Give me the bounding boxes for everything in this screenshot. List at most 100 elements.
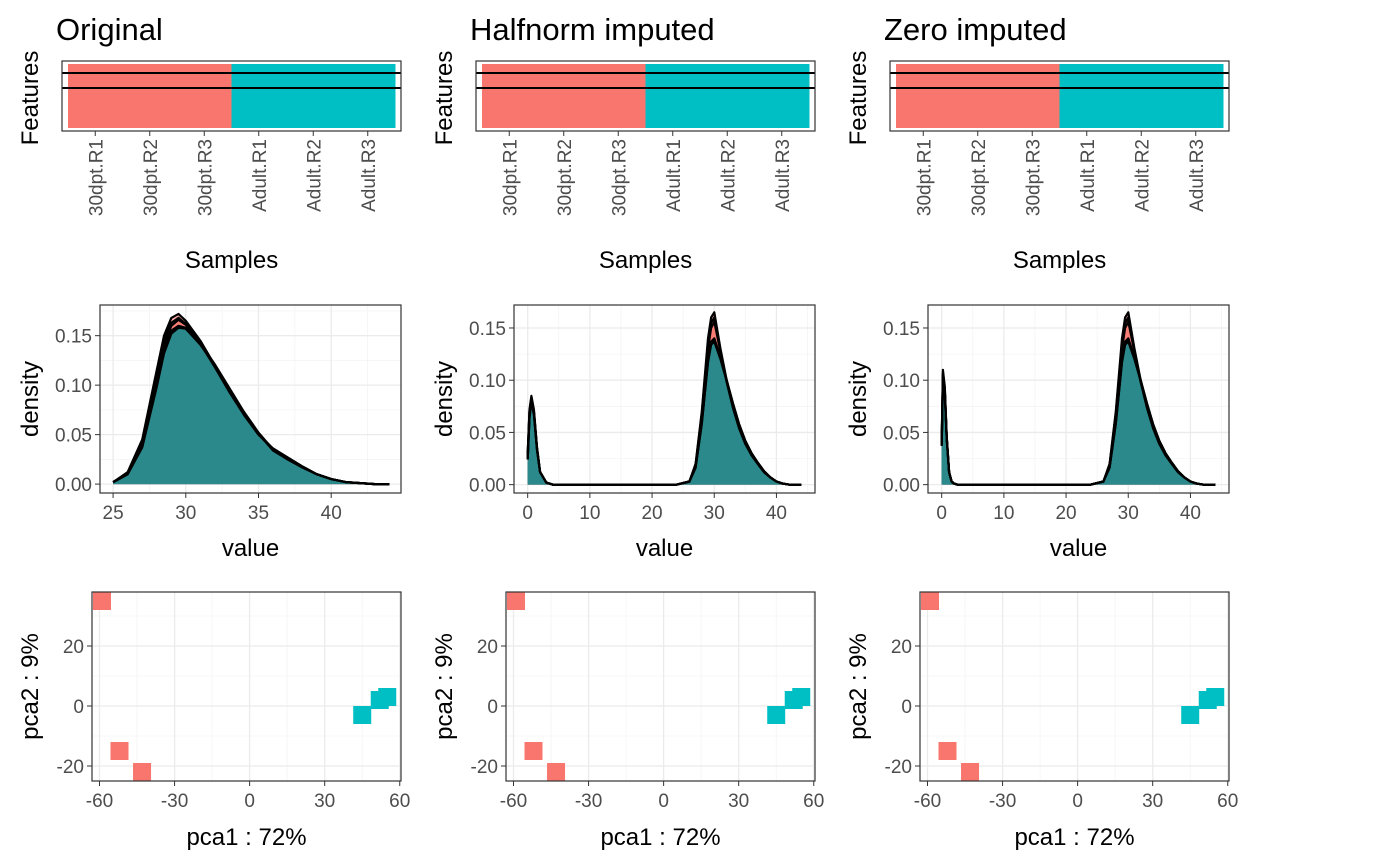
x-tick-label: 60 bbox=[803, 791, 824, 812]
density-area-30dpt bbox=[527, 321, 802, 485]
pca-point-Adult bbox=[792, 688, 811, 706]
heatmap-cell bbox=[700, 64, 755, 128]
x-axis-title: pca1 : 72% bbox=[1014, 824, 1134, 851]
y-axis-title: density bbox=[17, 361, 44, 437]
pca-panel-0: -60 -30 0 30 60 -20 0 20 pca1 : 72% pca2 : 9% bbox=[17, 591, 410, 851]
density-area-Adult bbox=[527, 338, 802, 485]
x-tick-label: 35 bbox=[248, 503, 269, 524]
heatmap-cell bbox=[1005, 64, 1060, 128]
x-tick-label: Adult.R1 bbox=[664, 139, 685, 212]
y-axis-title: Features bbox=[431, 51, 458, 146]
heatmap-cell bbox=[645, 64, 701, 128]
x-tick-label: -30 bbox=[989, 791, 1016, 812]
x-tick-label: -60 bbox=[500, 791, 527, 812]
density-panel-2: 0 10 20 30 40 0.00 0.05 0.10 0.15 value density bbox=[845, 304, 1230, 562]
x-tick-label: 10 bbox=[993, 503, 1014, 524]
x-axis-title: pca1 : 72% bbox=[186, 824, 306, 851]
x-axis-title: value bbox=[636, 535, 693, 562]
heatmap-cell bbox=[68, 64, 123, 128]
x-axis-title: value bbox=[222, 535, 279, 562]
panel-frame bbox=[919, 591, 1230, 782]
density-area-Adult bbox=[113, 326, 390, 485]
y-tick-label: 0.10 bbox=[883, 371, 920, 392]
y-axis-title: pca2 : 9% bbox=[431, 633, 458, 740]
pca-point-Adult bbox=[767, 706, 786, 724]
density-line-Adult bbox=[526, 337, 802, 486]
x-tick-label: 30 bbox=[704, 503, 725, 524]
heatmap-cell bbox=[591, 64, 646, 128]
x-tick-label: 60 bbox=[1217, 791, 1238, 812]
density-area-Adult bbox=[941, 338, 1216, 485]
density-area-30dpt bbox=[941, 321, 1216, 485]
density-area-Adult bbox=[527, 340, 802, 485]
x-tick-label: 10 bbox=[579, 503, 600, 524]
y-axis-title: pca2 : 9% bbox=[17, 633, 44, 740]
density-line-Adult bbox=[940, 337, 1216, 486]
x-tick-label: 30dpt.R1 bbox=[500, 139, 521, 216]
panel-title: Halfnorm imputed bbox=[470, 12, 715, 47]
heatmap-cell bbox=[1059, 64, 1115, 128]
x-tick-label: 30 bbox=[1118, 503, 1139, 524]
heatmap-cell bbox=[286, 64, 341, 128]
x-tick-label: 30dpt.R3 bbox=[1023, 139, 1044, 216]
density-area-30dpt bbox=[941, 317, 1216, 485]
x-tick-label: Adult.R3 bbox=[359, 139, 380, 212]
pca-point-30dpt bbox=[93, 592, 112, 610]
heatmap-cell bbox=[482, 64, 537, 128]
density-line-Adult bbox=[526, 340, 802, 486]
x-tick-label: 30dpt.R3 bbox=[609, 139, 630, 216]
pca-panel-2: -60 -30 0 30 60 -20 0 20 pca1 : 72% pca2 : 9% bbox=[845, 591, 1238, 851]
y-tick-label: 0 bbox=[73, 697, 84, 718]
x-tick-label: 30dpt.R1 bbox=[86, 139, 107, 216]
density-panel-0: 25 30 35 40 0.00 0.05 0.10 0.15 value density bbox=[17, 304, 402, 562]
x-tick-label: Adult.R3 bbox=[1187, 139, 1208, 212]
x-tick-label: -60 bbox=[914, 791, 941, 812]
y-tick-label: 20 bbox=[63, 637, 84, 658]
panel-frame bbox=[505, 591, 816, 782]
x-tick-label: 20 bbox=[641, 503, 662, 524]
x-tick-label: 0 bbox=[936, 503, 947, 524]
heatmap-cell bbox=[122, 64, 178, 128]
y-tick-label: 0.05 bbox=[469, 423, 506, 444]
pca-point-30dpt bbox=[547, 763, 566, 781]
pca-point-Adult bbox=[353, 706, 372, 724]
x-tick-label: 0 bbox=[1072, 791, 1083, 812]
panel-frame bbox=[889, 60, 1230, 132]
density-line-30dpt bbox=[940, 316, 1216, 486]
density-line-Adult bbox=[940, 340, 1216, 486]
y-tick-label: 0.15 bbox=[883, 319, 920, 340]
pca-point-Adult bbox=[1206, 688, 1225, 706]
x-tick-label: 30dpt.R1 bbox=[914, 139, 935, 216]
heatmap-cell bbox=[754, 64, 810, 128]
x-tick-label: Adult.R2 bbox=[304, 139, 325, 212]
x-tick-label: Adult.R3 bbox=[773, 139, 794, 212]
pca-point-30dpt bbox=[133, 763, 152, 781]
x-tick-label: Adult.R2 bbox=[718, 139, 739, 212]
x-tick-label: -30 bbox=[161, 791, 188, 812]
y-tick-label: -20 bbox=[57, 757, 84, 778]
y-tick-label: 0.00 bbox=[469, 476, 506, 497]
y-tick-label: -20 bbox=[885, 757, 912, 778]
x-axis-title: Samples bbox=[1013, 247, 1106, 274]
heatmap-cell bbox=[177, 64, 232, 128]
panel-title: Original bbox=[56, 12, 163, 47]
density-line-Adult bbox=[940, 339, 1216, 486]
x-tick-label: -30 bbox=[575, 791, 602, 812]
heatmap-cell bbox=[340, 64, 396, 128]
heatmap-cell bbox=[1168, 64, 1224, 128]
density-line-30dpt bbox=[526, 316, 802, 486]
density-line-Adult bbox=[526, 339, 802, 486]
pca-point-30dpt bbox=[921, 592, 940, 610]
y-tick-label: 0.00 bbox=[55, 475, 92, 496]
pca-point-30dpt bbox=[110, 742, 129, 760]
y-tick-label: -20 bbox=[471, 757, 498, 778]
x-tick-label: 40 bbox=[766, 503, 787, 524]
y-tick-label: 20 bbox=[477, 637, 498, 658]
x-tick-label: 30 bbox=[175, 503, 196, 524]
y-tick-label: 0.00 bbox=[883, 476, 920, 497]
heatmap-cell bbox=[231, 64, 287, 128]
x-axis-title: Samples bbox=[599, 247, 692, 274]
x-tick-label: 25 bbox=[103, 503, 124, 524]
x-tick-label: 40 bbox=[1180, 503, 1201, 524]
